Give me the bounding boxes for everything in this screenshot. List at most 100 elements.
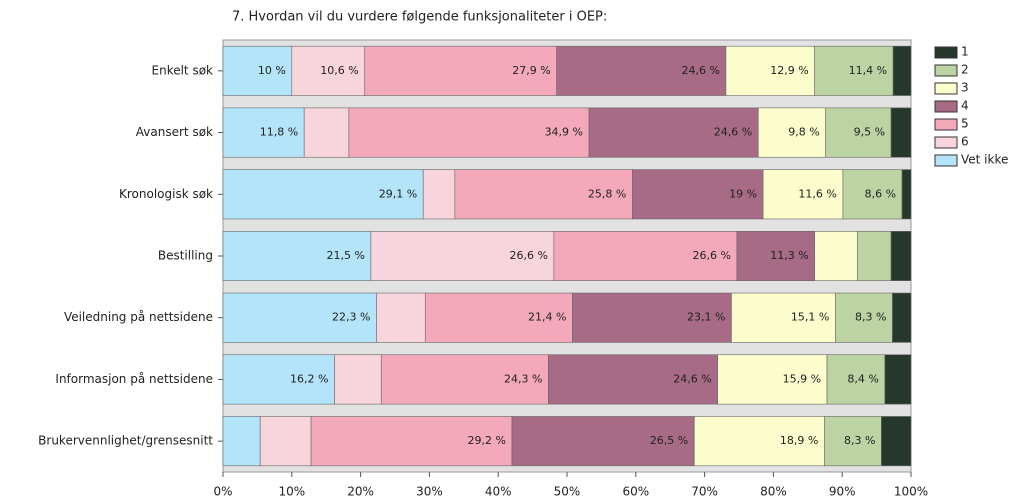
legend-swatch [934,136,958,149]
legend-swatch [934,154,958,167]
bar-segment [424,292,573,343]
bar-segment [884,354,912,405]
x-tick-label: 30% [416,485,443,499]
y-tick-label: Bestilling [158,249,213,263]
legend-label: 6 [961,135,969,149]
data-label: 29,1 % [379,187,417,200]
data-label: 21,5 % [326,249,364,262]
chart-title: 7. Hvordan vil du vurdere følgende funks… [232,10,607,25]
data-label: 16,2 % [290,372,328,385]
data-label: 11,6 % [798,187,836,200]
bar-segment [757,107,826,158]
data-label: 25,8 % [588,187,626,200]
bar-segment [422,169,456,220]
legend-swatch [934,64,958,77]
data-label: 15,9 % [783,372,821,385]
data-label: 24,6 % [673,372,711,385]
bar-segment [890,107,912,158]
legend-label: 2 [961,63,969,77]
bar-segment [553,231,738,281]
data-label: 22,3 % [332,311,370,324]
data-label: 21,4 % [528,311,566,324]
bar-segment [890,231,912,281]
data-label: 8,3 % [855,311,886,324]
bar-segment [632,169,764,220]
data-label: 8,3 % [844,434,875,447]
legend-label: Vet ikke [961,153,1008,167]
x-tick-label: 90% [829,485,856,499]
y-tick-label: Brukervennlighet/grensesnitt [38,434,213,448]
bar-segment [291,45,366,96]
data-label: 11,8 % [260,126,298,139]
bar-segment [310,416,513,467]
bar-segment [511,416,695,467]
bar-segment [222,354,335,405]
legend-label: 4 [961,99,969,113]
x-tick-label: 100% [894,485,928,499]
bar-segment [762,169,844,220]
data-label: 24,6 % [714,126,752,139]
legend-swatch [934,118,958,131]
bar-segment [881,416,912,467]
data-label: 24,3 % [504,372,542,385]
y-tick-label: Kronologisk søk [119,187,213,201]
bar-segment [222,231,372,281]
legend-swatch [934,100,958,113]
legend-label: 1 [961,45,969,59]
bar-segment [548,354,718,405]
bar-segment [454,169,633,220]
bar-segment [824,416,882,467]
data-label: 27,9 % [512,64,550,77]
bar-segment [380,354,549,405]
bar-segment [826,354,886,405]
bar-segment [892,292,912,343]
bar-segment [303,107,350,158]
bar-segment [825,107,892,158]
data-label: 10,6 % [320,64,358,77]
bar-segment [814,45,894,96]
data-label: 34,9 % [545,126,583,139]
data-label: 11,3 % [770,249,808,262]
bar-segment [814,231,858,281]
bar-segment [835,292,893,343]
legend-label: 3 [961,81,969,95]
data-label: 26,6 % [509,249,547,262]
data-label: 9,5 % [854,126,885,139]
bar-segment [222,416,261,467]
bar-segment [901,169,912,220]
bar-segment [348,107,590,158]
x-tick-label: 60% [622,485,649,499]
data-label: 23,1 % [687,311,725,324]
bar-segment [588,107,759,158]
bar-segment [222,169,424,220]
bar-segment [370,231,555,281]
legend-swatch [934,46,958,59]
bar-segment [892,45,912,96]
bar-segment [725,45,815,96]
x-tick-label: 10% [278,485,305,499]
x-tick-label: 40% [485,485,512,499]
bar-segment [717,354,828,405]
data-label: 9,8 % [788,126,819,139]
data-label: 11,4 % [849,64,887,77]
bar-segment [857,231,892,281]
x-tick-label: 0% [213,485,232,499]
x-tick-label: 80% [760,485,787,499]
bar-segment [364,45,557,96]
data-label: 18,9 % [780,434,818,447]
legend-label: 5 [961,117,969,131]
y-tick-label: Veiledning på nettsidene [64,310,213,324]
data-label: 29,2 % [468,434,506,447]
data-label: 10 % [258,64,286,77]
data-label: 24,6 % [681,64,719,77]
y-tick-label: Enkelt søk [152,63,214,77]
bar-segment [222,292,377,343]
bar-segment [376,292,426,343]
x-tick-label: 50% [554,485,581,499]
y-tick-label: Informasjon på nettsidene [55,372,213,386]
data-label: 19 % [729,187,757,200]
bar-segment [259,416,312,467]
x-tick-label: 70% [691,485,718,499]
data-label: 8,6 % [865,187,896,200]
